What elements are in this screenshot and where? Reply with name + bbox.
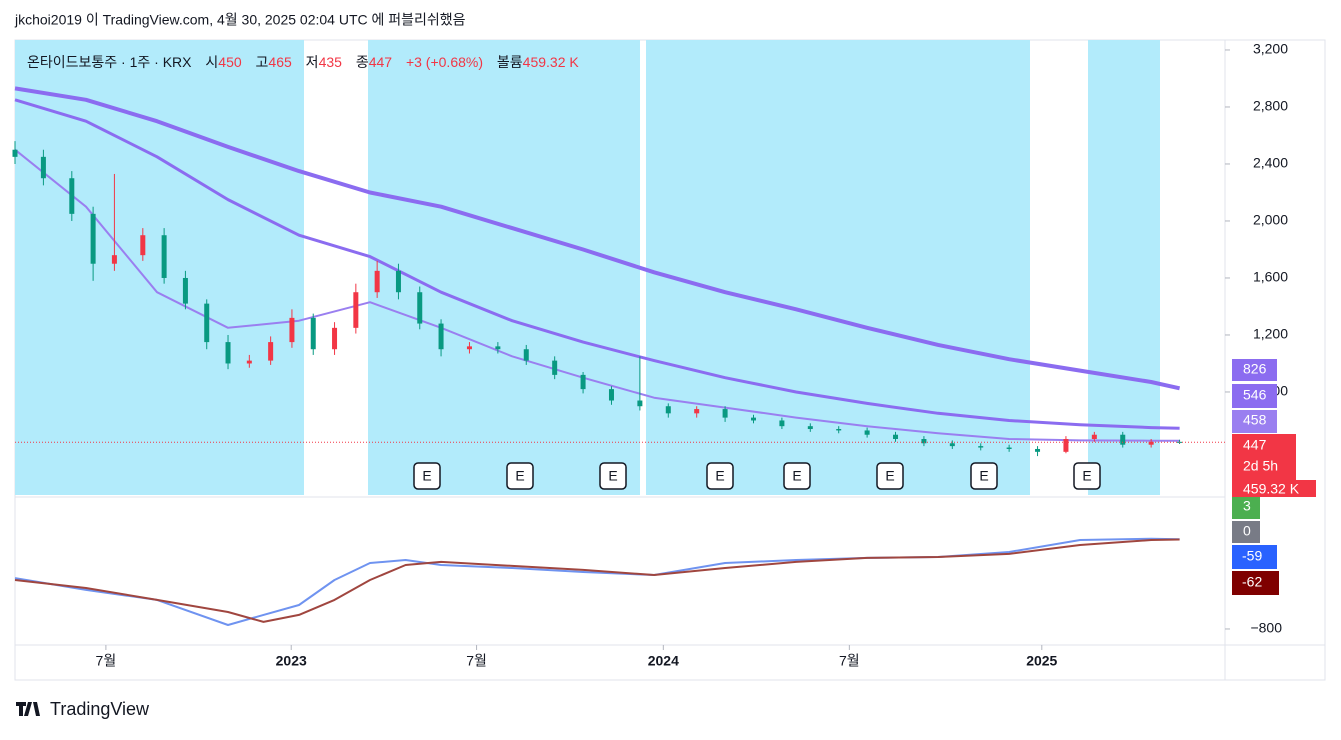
candle-body (694, 409, 700, 414)
candle-body (893, 434, 899, 439)
candle-body (395, 270, 401, 293)
earnings-badge (970, 462, 998, 490)
earnings-badge (706, 462, 734, 490)
earnings-label: E (979, 468, 988, 484)
candle-body (921, 438, 927, 444)
earnings-label: E (715, 468, 724, 484)
candle-body (182, 277, 188, 304)
earnings-label: E (608, 468, 617, 484)
earnings-badge (413, 462, 441, 490)
published-note: jkchoi2019 이 TradingView.com, 4월 30, 202… (14, 12, 466, 28)
candle-body (161, 235, 167, 278)
candle-body (268, 342, 274, 361)
candle-body (552, 360, 558, 375)
candle-body (608, 389, 614, 401)
moving-average (14, 98, 1180, 430)
signal-label: -62 (1242, 574, 1262, 590)
macd-line (14, 537, 1180, 626)
y-tick-label: 1,600 (1253, 269, 1288, 285)
moving-average (14, 86, 1181, 391)
candle-body (807, 426, 813, 430)
candle-body (140, 235, 146, 256)
x-tick-label: 7월 (839, 653, 860, 669)
ma-long-label: 826 (1243, 361, 1267, 377)
x-tick-label: 7월 (466, 653, 487, 669)
candle-body (1063, 438, 1069, 452)
candle-body (1120, 434, 1126, 445)
candle-body (1006, 447, 1012, 449)
candle-body (836, 429, 842, 431)
candle-body (374, 270, 380, 293)
candle-body (1091, 434, 1097, 439)
candle-body (864, 430, 870, 435)
zero-label: 0 (1243, 523, 1251, 539)
earnings-label: E (515, 468, 524, 484)
volume-label: 459.32 K (1243, 481, 1300, 497)
candle-body (40, 156, 46, 179)
candle-body (417, 292, 423, 324)
candle-body (1035, 448, 1041, 452)
y2-tick-label: −800 (1250, 620, 1282, 636)
candle-body (310, 317, 316, 350)
logo-text: TradingView (50, 699, 150, 719)
macd-line (14, 538, 1180, 623)
earnings-label: E (792, 468, 801, 484)
candle-body (332, 327, 338, 350)
y-tick-label: 2,000 (1253, 212, 1288, 228)
earnings-badge (506, 462, 534, 490)
price-labels: 826 546 458 447 2d 5h 459.32 K 3 0 -59 -… (1232, 359, 1316, 595)
legend: 온타이드보통주 · 1주 · KRX 시450 고465 저435 종447 +… (27, 54, 579, 70)
candle-body (750, 417, 756, 421)
moving-average (14, 148, 1180, 442)
hist-label: 3 (1243, 498, 1251, 514)
y-tick-label: 1,200 (1253, 326, 1288, 342)
candle-body (495, 346, 501, 350)
candle-body (1148, 441, 1154, 445)
y-tick-label: 3,200 (1253, 41, 1288, 57)
earnings-badge (1073, 462, 1101, 490)
last-price-label: 447 (1243, 437, 1267, 453)
candle-body (779, 420, 785, 427)
candle-body (949, 443, 955, 447)
x-tick-label: 7월 (96, 653, 117, 669)
earnings-badge (783, 462, 811, 490)
candle-body (466, 346, 472, 350)
candle-body (353, 292, 359, 328)
earnings-label: E (1082, 468, 1091, 484)
candle-body (580, 374, 586, 390)
candle-body (90, 213, 96, 264)
ma-mid-label: 546 (1243, 387, 1267, 403)
x-tick-label: 2024 (648, 653, 679, 669)
candle-body (12, 149, 18, 157)
candle-body (438, 323, 444, 350)
logo: TradingView (16, 699, 150, 719)
earnings-label: E (422, 468, 431, 484)
candle-body (204, 303, 210, 343)
session-shading (15, 40, 1160, 495)
candle-body (978, 446, 984, 448)
candle-body (111, 255, 117, 264)
y-tick-label: 2,400 (1253, 155, 1288, 171)
candle-body (722, 409, 728, 418)
ma-short-label: 458 (1243, 412, 1267, 428)
candle-body (289, 317, 295, 343)
earnings-label: E (885, 468, 894, 484)
candle-body (69, 178, 75, 214)
candle-body (637, 400, 643, 407)
x-tick-label: 2025 (1026, 653, 1057, 669)
macd-label: -59 (1242, 548, 1262, 564)
candle-body (246, 360, 252, 364)
earnings-badge (876, 462, 904, 490)
candle-body (665, 406, 671, 414)
countdown-label: 2d 5h (1243, 458, 1278, 474)
y-tick-label: 2,800 (1253, 98, 1288, 114)
candle-body (523, 349, 529, 361)
candle-body (225, 342, 231, 364)
x-tick-label: 2023 (276, 653, 307, 669)
earnings-badge (599, 462, 627, 490)
